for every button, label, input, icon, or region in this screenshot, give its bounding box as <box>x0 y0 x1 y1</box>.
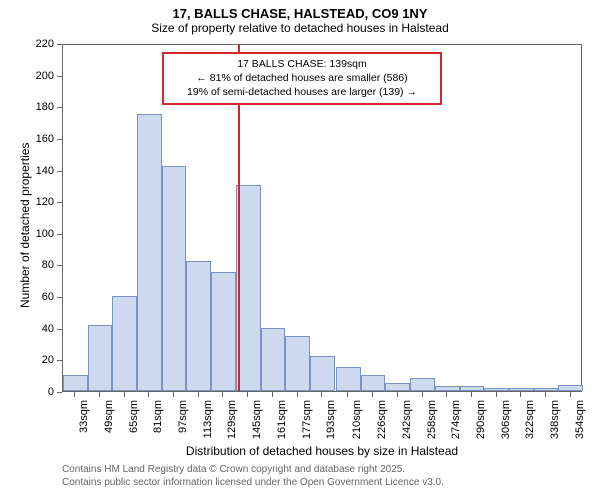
histogram-bar <box>336 367 361 391</box>
x-tick-label: 129sqm <box>226 400 238 440</box>
y-tick-label: 220 <box>30 38 54 50</box>
x-tick-label: 33sqm <box>78 400 90 440</box>
histogram-bar <box>435 386 460 391</box>
chart-title: 17, BALLS CHASE, HALSTEAD, CO9 1NY <box>0 0 600 21</box>
y-tick-mark <box>57 44 62 45</box>
y-tick-label: 80 <box>30 259 54 271</box>
y-tick-label: 120 <box>30 196 54 208</box>
x-tick-label: 177sqm <box>301 400 313 440</box>
annotation-box: 17 BALLS CHASE: 139sqm← 81% of detached … <box>162 52 442 105</box>
x-tick-label: 242sqm <box>401 400 413 440</box>
x-tick-label: 97sqm <box>177 400 189 440</box>
histogram-bar <box>186 261 211 391</box>
histogram-bar <box>88 325 113 391</box>
x-tick-mark <box>372 392 373 397</box>
annotation-line: 19% of semi-detached houses are larger (… <box>170 85 434 99</box>
x-tick-label: 306sqm <box>500 400 512 440</box>
histogram-bar <box>285 336 310 391</box>
x-tick-mark <box>124 392 125 397</box>
y-tick-label: 20 <box>30 354 54 366</box>
histogram-bar <box>534 388 559 391</box>
x-tick-label: 145sqm <box>251 400 263 440</box>
y-tick-label: 160 <box>30 133 54 145</box>
x-axis-label: Distribution of detached houses by size … <box>62 444 582 458</box>
y-tick-label: 60 <box>30 291 54 303</box>
x-tick-mark <box>99 392 100 397</box>
x-tick-label: 81sqm <box>152 400 164 440</box>
histogram-bar <box>509 388 534 391</box>
histogram-bar <box>558 385 583 391</box>
x-tick-label: 322sqm <box>524 400 536 440</box>
x-tick-mark <box>297 392 298 397</box>
histogram-bar <box>112 296 137 391</box>
y-tick-mark <box>57 76 62 77</box>
x-tick-label: 113sqm <box>202 400 214 440</box>
x-tick-mark <box>570 392 571 397</box>
histogram-bar <box>385 383 410 391</box>
histogram-bar <box>211 272 236 391</box>
y-tick-label: 40 <box>30 323 54 335</box>
x-tick-mark <box>198 392 199 397</box>
chart-container: 17, BALLS CHASE, HALSTEAD, CO9 1NY Size … <box>0 0 600 500</box>
x-tick-mark <box>422 392 423 397</box>
y-tick-mark <box>57 360 62 361</box>
x-tick-label: 290sqm <box>475 400 487 440</box>
x-tick-mark <box>222 392 223 397</box>
histogram-bar <box>137 114 162 391</box>
y-tick-mark <box>57 107 62 108</box>
footer-line-2: Contains public sector information licen… <box>62 477 444 488</box>
x-tick-mark <box>272 392 273 397</box>
y-tick-label: 0 <box>30 386 54 398</box>
x-tick-label: 354sqm <box>574 400 586 440</box>
x-tick-mark <box>74 392 75 397</box>
x-tick-mark <box>496 392 497 397</box>
y-tick-mark <box>57 171 62 172</box>
x-tick-mark <box>247 392 248 397</box>
y-tick-mark <box>57 297 62 298</box>
x-tick-label: 65sqm <box>128 400 140 440</box>
y-tick-mark <box>57 139 62 140</box>
y-tick-mark <box>57 329 62 330</box>
x-tick-mark <box>520 392 521 397</box>
x-tick-label: 338sqm <box>549 400 561 440</box>
x-tick-label: 274sqm <box>450 400 462 440</box>
y-tick-label: 200 <box>30 70 54 82</box>
y-tick-mark <box>57 202 62 203</box>
y-tick-label: 180 <box>30 101 54 113</box>
histogram-bar <box>261 328 286 391</box>
chart-subtitle: Size of property relative to detached ho… <box>0 21 600 35</box>
x-tick-label: 226sqm <box>376 400 388 440</box>
x-tick-mark <box>347 392 348 397</box>
x-tick-label: 258sqm <box>426 400 438 440</box>
x-tick-mark <box>173 392 174 397</box>
x-tick-mark <box>471 392 472 397</box>
histogram-bar <box>63 375 88 391</box>
y-tick-label: 140 <box>30 165 54 177</box>
x-tick-label: 210sqm <box>351 400 363 440</box>
histogram-bar <box>460 386 485 391</box>
x-tick-mark <box>397 392 398 397</box>
y-tick-mark <box>57 234 62 235</box>
x-tick-label: 193sqm <box>325 400 337 440</box>
x-tick-mark <box>545 392 546 397</box>
histogram-bar <box>410 378 435 391</box>
histogram-bar <box>310 356 335 391</box>
annotation-line: ← 81% of detached houses are smaller (58… <box>170 71 434 85</box>
x-tick-label: 49sqm <box>103 400 115 440</box>
x-tick-mark <box>321 392 322 397</box>
x-tick-mark <box>148 392 149 397</box>
x-tick-label: 161sqm <box>276 400 288 440</box>
y-tick-mark <box>57 265 62 266</box>
histogram-bar <box>162 166 187 391</box>
histogram-bar <box>361 375 386 391</box>
y-tick-label: 100 <box>30 228 54 240</box>
y-tick-mark <box>57 392 62 393</box>
x-tick-mark <box>446 392 447 397</box>
annotation-line: 17 BALLS CHASE: 139sqm <box>170 57 434 71</box>
histogram-bar <box>484 388 509 391</box>
footer-line-1: Contains HM Land Registry data © Crown c… <box>62 464 405 475</box>
